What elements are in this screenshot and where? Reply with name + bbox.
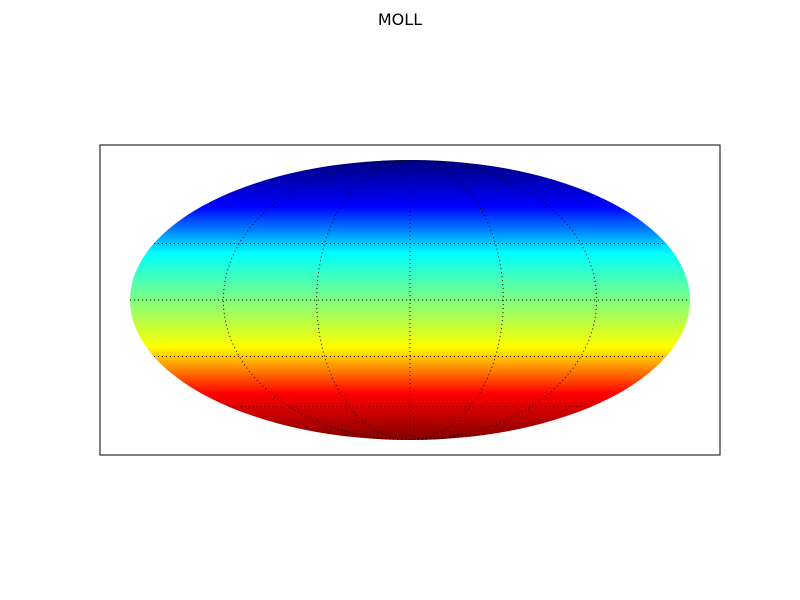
graticule-meridian <box>409 160 598 440</box>
figure-title: MOLL <box>377 10 423 29</box>
graticule <box>130 160 690 440</box>
graticule-meridian <box>222 160 411 440</box>
